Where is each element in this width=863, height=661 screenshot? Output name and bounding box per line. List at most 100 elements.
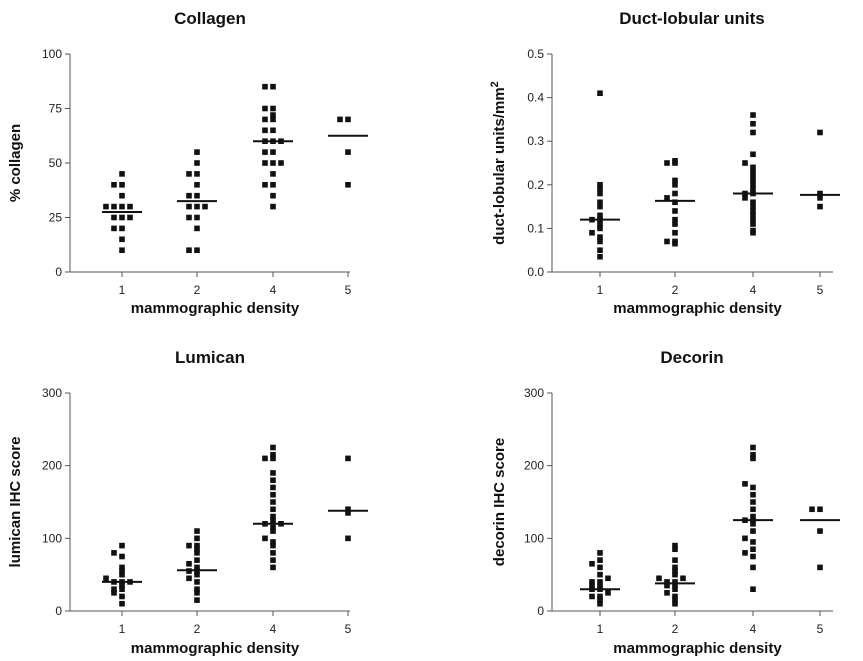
data-point <box>750 164 756 171</box>
data-point <box>750 212 756 219</box>
data-point <box>817 203 823 210</box>
data-point <box>597 238 603 245</box>
data-point <box>750 451 756 458</box>
data-point <box>345 510 351 516</box>
data-point <box>270 470 276 476</box>
data-point <box>750 546 756 553</box>
data-point <box>270 491 276 498</box>
data-point <box>270 542 276 549</box>
data-point <box>270 539 276 545</box>
data-point <box>270 112 276 118</box>
x-axis-label: mammographic density <box>131 300 300 317</box>
data-point <box>127 214 133 221</box>
data-point <box>186 214 192 221</box>
data-point <box>597 186 603 192</box>
y-tick-label: 25 <box>49 211 63 225</box>
data-point <box>186 575 192 582</box>
data-point <box>597 90 603 97</box>
data-point <box>672 199 678 206</box>
data-point <box>270 528 276 534</box>
data-point <box>750 112 756 118</box>
x-tick-label: 4 <box>750 622 757 636</box>
y-tick-label: 100 <box>42 531 62 545</box>
x-tick-label: 5 <box>345 622 352 636</box>
data-point <box>597 253 603 260</box>
y-tick-label: 0.2 <box>527 178 544 192</box>
data-point <box>119 582 125 589</box>
y-tick-label: 75 <box>49 102 63 116</box>
data-point <box>750 182 756 188</box>
data-point <box>750 491 756 498</box>
data-point <box>672 177 678 184</box>
data-point <box>672 568 678 574</box>
chart-panel-2: Duct-lobular units 0.0 0.1 0.2 0.3 0.4 0.5 1 2 4 5… <box>489 9 840 317</box>
data-point <box>345 149 351 155</box>
chart-panel-1: Collagen 0 25 50 75 100 1 2 4 5 mammographic densi… <box>7 9 368 317</box>
y-tick-label: 50 <box>49 156 63 170</box>
data-point <box>672 221 678 227</box>
chart-panel-4: Decorin 0 100 200 300 1 2 4 5 mammographic densit… <box>491 348 840 657</box>
data-point <box>672 160 678 166</box>
data-point <box>597 550 603 556</box>
data-point <box>194 550 200 556</box>
data-point <box>119 203 125 210</box>
x-tick-label: 2 <box>194 622 201 636</box>
data-point <box>750 120 756 127</box>
data-point <box>605 575 611 582</box>
data-point <box>750 528 756 534</box>
data-point <box>270 499 276 505</box>
data-point <box>194 586 200 592</box>
y-tick-label: 100 <box>524 531 544 545</box>
data-point <box>111 590 117 596</box>
data-point <box>742 550 748 556</box>
data-point <box>119 182 125 188</box>
data-point <box>111 182 117 188</box>
data-point <box>270 564 276 571</box>
x-tick-label: 1 <box>597 283 604 297</box>
data-point <box>127 203 133 210</box>
data-point <box>750 506 756 513</box>
data-point <box>597 564 603 571</box>
x-tick-label: 1 <box>119 622 126 636</box>
data-point <box>817 129 823 136</box>
data-point <box>672 208 678 214</box>
data-point <box>672 557 678 563</box>
data-point <box>672 586 678 592</box>
x-tick-label: 2 <box>194 283 201 297</box>
data-point <box>664 160 670 166</box>
data-point <box>270 171 276 177</box>
data-point <box>817 564 823 571</box>
data-point <box>270 550 276 556</box>
data-point <box>270 506 276 513</box>
data-point <box>194 546 200 553</box>
data-point <box>345 535 351 542</box>
data-point <box>750 455 756 462</box>
data-point <box>597 571 603 578</box>
data-point <box>194 182 200 188</box>
x-axis-label: mammographic density <box>131 640 300 657</box>
data-point <box>194 564 200 571</box>
chart-title: Lumican <box>175 348 245 367</box>
data-point <box>750 586 756 592</box>
y-tick-label: 200 <box>524 459 544 473</box>
y-tick-label: 0.0 <box>527 265 544 279</box>
chart-title: Duct-lobular units <box>619 9 764 28</box>
data-point <box>597 212 603 219</box>
data-point <box>270 83 276 90</box>
data-point <box>750 553 756 560</box>
data-point <box>672 216 678 223</box>
data-point <box>186 171 192 177</box>
y-tick-label: 300 <box>42 386 62 400</box>
data-point <box>119 225 125 232</box>
chart-title: Decorin <box>660 348 723 367</box>
y-tick-label: 0 <box>537 604 544 618</box>
chart-panel-3: Lumican 0 100 200 300 1 2 4 5 mammographic densit… <box>7 348 368 657</box>
y-tick-label: 0.4 <box>527 91 544 105</box>
data-point <box>194 149 200 155</box>
data-point <box>597 221 603 227</box>
data-point <box>270 451 276 458</box>
data-point <box>194 247 200 253</box>
data-point <box>103 575 109 582</box>
data-point <box>119 600 125 607</box>
data-point <box>119 564 125 571</box>
